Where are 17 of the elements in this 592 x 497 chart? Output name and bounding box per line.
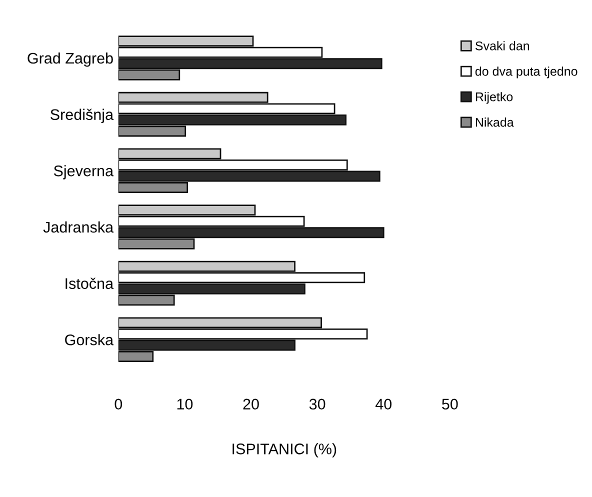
x-tick-label: 0 <box>114 398 122 410</box>
x-tick-label: 20 <box>243 398 259 410</box>
legend-label: Nikada <box>476 118 514 127</box>
y-tick-label: Gorska <box>65 334 114 346</box>
x-axis-title: ISPITANICI (%) <box>232 443 336 458</box>
y-tick-label: Grad Zagreb <box>28 52 113 67</box>
x-tick-label: 40 <box>375 398 392 410</box>
y-tick-label: Sjeverna <box>54 165 114 180</box>
x-tick-label: 50 <box>442 398 458 410</box>
x-tick-label: 10 <box>177 398 193 410</box>
x-tick-label: 30 <box>309 398 326 410</box>
y-tick-label: Jadranska <box>43 221 114 233</box>
y-tick-label: Istočna <box>66 278 114 289</box>
y-tick-label: Središnja <box>50 108 114 124</box>
legend-label: Rijetko <box>476 92 513 104</box>
legend-label: do dva puta tjedno <box>475 66 578 78</box>
legend-label: Svaki dan <box>475 41 530 50</box>
